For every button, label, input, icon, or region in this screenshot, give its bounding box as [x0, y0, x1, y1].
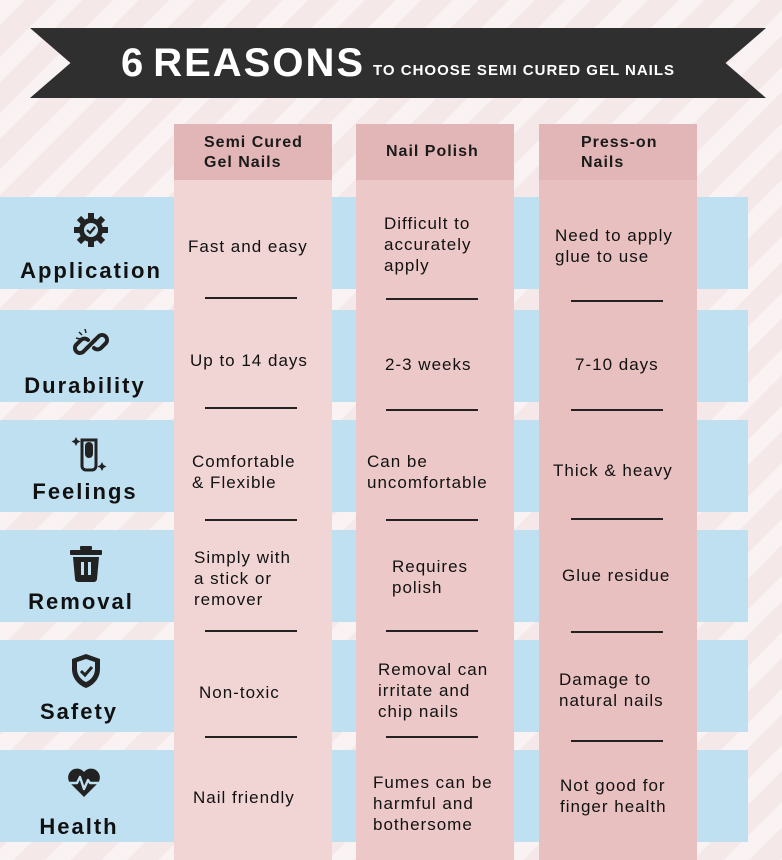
cell-safety-semi-cured: Non-toxic [199, 683, 280, 702]
cell-removal-nail-polish: Requires polish [392, 557, 469, 597]
cell-durability-nail-polish: 2-3 weeks [385, 355, 472, 374]
column-header-label: Semi Cured Gel Nails [204, 134, 303, 171]
column-header-label: Press-on Nails [581, 134, 658, 171]
cell-application-nail-polish: Difficult to accurately apply [384, 214, 472, 275]
row-label-feelings: Feelings [32, 479, 138, 504]
row-label-durability: Durability [24, 373, 146, 398]
divider [386, 630, 478, 632]
row-label-health: Health [39, 814, 119, 839]
divider [386, 519, 478, 521]
cell-feelings-semi-cured: Comfortable & Flexible [192, 452, 296, 492]
divider [571, 409, 663, 411]
cell-health-press-on: Not good for finger health [560, 776, 667, 816]
column-header-semi-cured: Semi Cured Gel Nails [174, 124, 332, 180]
trash-icon [70, 546, 102, 582]
divider [386, 298, 478, 300]
title-text: REASONS [153, 40, 366, 85]
cell-feelings-nail-polish: Can be uncomfortable [367, 452, 488, 492]
chain-link-icon [73, 328, 109, 355]
row-label-removal: Removal [28, 589, 134, 614]
column-press-on [539, 124, 697, 860]
column-header-nail-polish: Nail Polish [356, 124, 514, 180]
cell-removal-semi-cured: Simply with a stick or remover [194, 548, 291, 609]
divider [205, 407, 297, 409]
column-header-label: Nail Polish [386, 143, 479, 160]
cell-application-semi-cured: Fast and easy [188, 237, 308, 256]
divider [571, 631, 663, 633]
cell-health-nail-polish: Fumes can be harmful and bothersome [373, 773, 493, 834]
title-banner: 6 REASONS TO CHOOSE SEMI CURED GEL NAILS [30, 28, 766, 98]
gear-check-icon [74, 213, 108, 247]
cell-safety-press-on: Damage to natural nails [559, 670, 664, 710]
divider [386, 409, 478, 411]
cell-application-press-on: Need to apply glue to use [555, 226, 673, 266]
divider [571, 300, 663, 302]
divider [386, 736, 478, 738]
cell-durability-semi-cured: Up to 14 days [190, 351, 308, 370]
cell-durability-press-on: 7-10 days [575, 355, 659, 374]
divider [205, 519, 297, 521]
cell-safety-nail-polish: Removal can irritate and chip nails [378, 660, 489, 721]
divider [205, 630, 297, 632]
nail-sparkle-icon [71, 437, 107, 472]
cell-health-semi-cured: Nail friendly [193, 788, 295, 807]
divider [205, 736, 297, 738]
divider [205, 297, 297, 299]
divider [571, 740, 663, 742]
cell-removal-press-on: Glue residue [562, 566, 671, 585]
cell-feelings-press-on: Thick & heavy [553, 461, 673, 480]
divider [571, 518, 663, 520]
row-label-application: Application [20, 258, 162, 283]
row-label-safety: Safety [39, 699, 119, 724]
title-number: 6 [120, 40, 146, 85]
shield-check-icon [72, 654, 100, 688]
title-subtitle: TO CHOOSE SEMI CURED GEL NAILS [373, 61, 676, 79]
column-header-press-on: Press-on Nails [539, 124, 697, 180]
heart-pulse-icon [68, 768, 100, 797]
